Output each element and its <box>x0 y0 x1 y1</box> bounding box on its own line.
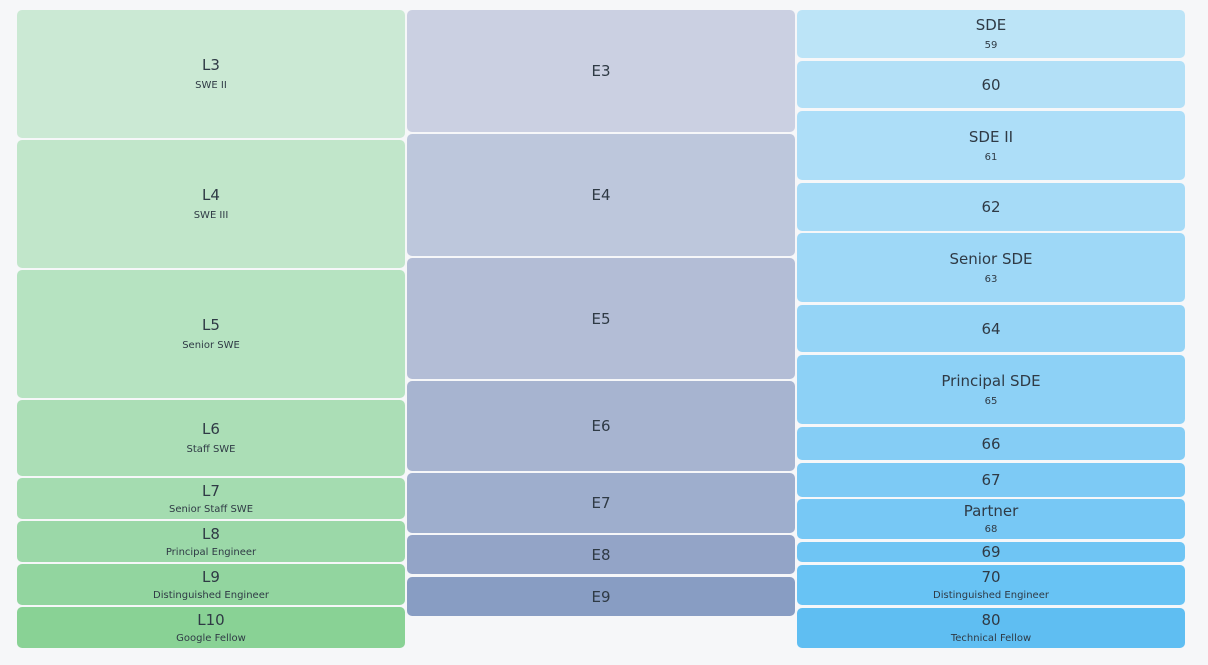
microsoft-level-box: 69 <box>797 542 1185 562</box>
google-level-box: L6 Staff SWE <box>17 400 405 476</box>
google-level-box: L3 SWE II <box>17 10 405 138</box>
facebook-level-box: E4 <box>407 134 795 256</box>
level-title: 63 <box>984 273 998 285</box>
google-level-box: L7 Senior Staff SWE <box>17 478 405 519</box>
level-code: E8 <box>591 545 611 564</box>
facebook-level-box: E8 <box>407 535 795 574</box>
level-code: 80 <box>981 611 1001 629</box>
google-level-box: L9 Distinguished Engineer <box>17 564 405 605</box>
google-level-box: L5 Senior SWE <box>17 270 405 398</box>
microsoft-level-box: 64 <box>797 305 1185 352</box>
facebook-level-box: E7 <box>407 473 795 533</box>
level-code: E3 <box>591 62 611 80</box>
level-title: Technical Fellow <box>950 633 1032 644</box>
microsoft-level-box: 70 Distinguished Engineer <box>797 565 1185 605</box>
level-code: Partner <box>963 502 1019 520</box>
google-level-box: L10 Google Fellow <box>17 607 405 648</box>
level-title: 59 <box>984 40 998 51</box>
level-title: 61 <box>984 151 998 163</box>
level-title: Principal Engineer <box>165 546 257 558</box>
microsoft-level-box: SDE II 61 <box>797 111 1185 180</box>
level-code: 66 <box>981 434 1001 453</box>
level-code: Senior SDE <box>949 249 1033 268</box>
level-code: 64 <box>981 319 1001 338</box>
google-level-box: L4 SWE III <box>17 140 405 268</box>
level-code: L5 <box>202 316 220 334</box>
level-title: Distinguished Engineer <box>933 590 1049 601</box>
level-code: 67 <box>981 471 1001 489</box>
level-code: L4 <box>202 186 220 204</box>
microsoft-level-box: SDE 59 <box>797 10 1185 58</box>
level-title: Senior Staff SWE <box>168 503 254 515</box>
level-code: 70 <box>981 568 1001 586</box>
level-title: Distinguished Engineer <box>153 589 269 601</box>
level-code: L3 <box>202 56 220 74</box>
facebook-level-box: E6 <box>407 381 795 471</box>
google-level-box: L8 Principal Engineer <box>17 521 405 562</box>
level-title: 68 <box>984 524 998 535</box>
microsoft-level-box: 80 Technical Fellow <box>797 608 1185 648</box>
microsoft-level-box: 66 <box>797 427 1185 460</box>
level-title: SWE III <box>193 210 229 221</box>
level-code: L10 <box>197 610 225 629</box>
level-code: SDE II <box>968 127 1014 146</box>
level-code: Principal SDE <box>941 371 1041 390</box>
microsoft-level-box: 60 <box>797 61 1185 108</box>
level-code: 60 <box>981 75 1001 94</box>
level-code: 62 <box>981 198 1001 216</box>
facebook-level-box: E3 <box>407 10 795 132</box>
level-code: E7 <box>591 494 611 512</box>
level-code: E6 <box>591 417 611 435</box>
facebook-level-box: E9 <box>407 577 795 616</box>
level-code: L8 <box>202 524 220 543</box>
level-code: L7 <box>202 481 220 500</box>
level-code: L9 <box>202 567 220 586</box>
level-title: SWE II <box>195 80 227 91</box>
level-title: Staff SWE <box>186 444 236 455</box>
level-code: 69 <box>981 543 1001 561</box>
level-title: Senior SWE <box>182 340 240 351</box>
facebook-level-box: E5 <box>407 258 795 379</box>
level-code: L6 <box>202 420 220 438</box>
level-title: Google Fellow <box>176 632 246 644</box>
microsoft-level-box: 62 <box>797 183 1185 231</box>
microsoft-level-box: Partner 68 <box>797 499 1185 539</box>
microsoft-level-box: Senior SDE 63 <box>797 233 1185 302</box>
level-code: E4 <box>591 186 611 204</box>
microsoft-level-box: 67 <box>797 463 1185 497</box>
level-code: E5 <box>591 309 611 328</box>
level-title: 65 <box>984 395 998 407</box>
level-code: SDE <box>975 16 1007 34</box>
level-code: E9 <box>591 587 611 606</box>
microsoft-level-box: Principal SDE 65 <box>797 355 1185 424</box>
